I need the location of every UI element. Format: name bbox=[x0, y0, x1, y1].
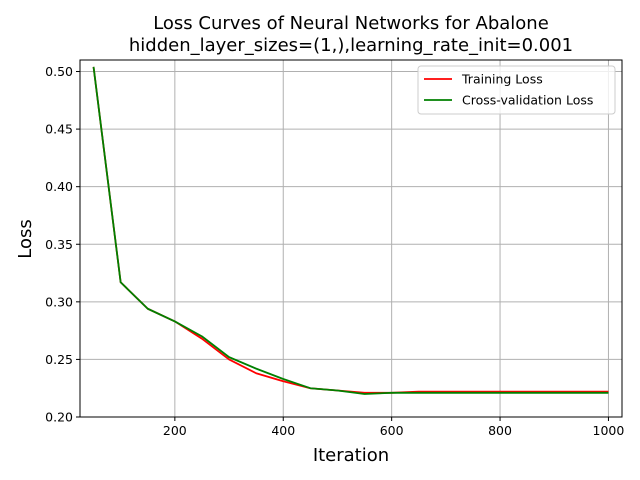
legend: Training Loss Cross-validation Loss bbox=[417, 65, 616, 115]
x-tick-label: 600 bbox=[380, 423, 404, 438]
series-line-cross-validation-loss bbox=[92, 66, 609, 395]
plot-frame bbox=[79, 59, 623, 418]
legend-label: Training Loss bbox=[461, 72, 543, 87]
chart-subtitle: hidden_layer_sizes=(1,),learning_rate_in… bbox=[129, 35, 573, 56]
y-tick-label: 0.35 bbox=[45, 237, 73, 252]
series-lines bbox=[92, 66, 609, 395]
series-line-training-loss bbox=[92, 66, 609, 394]
y-tick-label: 0.30 bbox=[45, 294, 73, 309]
x-tick-label: 400 bbox=[271, 423, 295, 438]
y-tick-label: 0.50 bbox=[45, 64, 73, 79]
chart-title: Loss Curves of Neural Networks for Abalo… bbox=[153, 13, 549, 34]
x-tick-label: 200 bbox=[163, 423, 187, 438]
y-tick-label: 0.45 bbox=[45, 122, 73, 137]
x-axis-label: Iteration bbox=[313, 445, 389, 466]
legend-box bbox=[417, 65, 616, 115]
y-axis-label: Loss bbox=[15, 219, 36, 258]
legend-label: Cross-validation Loss bbox=[462, 93, 593, 108]
y-axis-ticks: 0.20 0.25 0.30 0.35 0.40 0.45 0.50 bbox=[45, 64, 80, 425]
x-axis-ticks: 200 400 600 800 1000 bbox=[163, 417, 624, 438]
y-tick-label: 0.25 bbox=[45, 352, 73, 367]
y-tick-label: 0.20 bbox=[45, 410, 73, 425]
x-tick-label: 800 bbox=[488, 423, 512, 438]
x-tick-label: 1000 bbox=[593, 423, 625, 438]
y-tick-label: 0.40 bbox=[45, 179, 73, 194]
